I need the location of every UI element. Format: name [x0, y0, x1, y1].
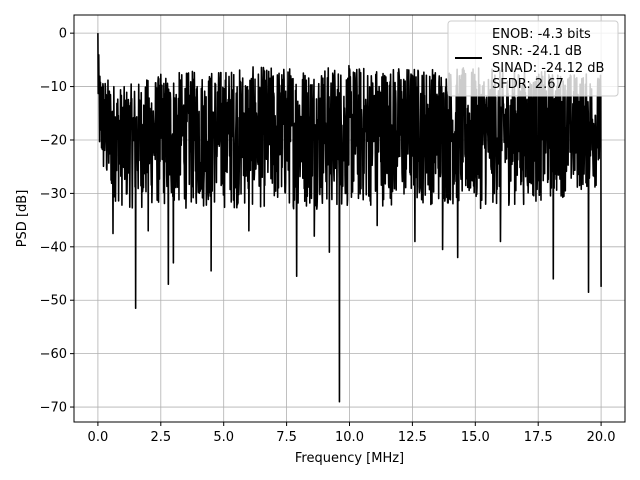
y-axis-title: PSD [dB] — [15, 190, 30, 248]
x-tick-label: 17.5 — [524, 430, 553, 445]
y-tick-label: −60 — [40, 347, 67, 362]
y-tick-label: 0 — [59, 27, 67, 42]
legend-sfdr: SFDR: 2.67 — [492, 77, 564, 92]
x-tick-label: 12.5 — [398, 430, 427, 445]
psd-trace — [97, 33, 602, 403]
y-axis: 0 −10 −20 −30 −40 −50 −60 −70 — [40, 27, 74, 416]
legend-box — [447, 20, 619, 97]
x-axis: 0.0 2.5 5.0 7.5 10.0 12.5 15.0 17.5 20.0 — [88, 422, 616, 445]
y-tick-label: −10 — [40, 80, 67, 95]
x-tick-label: 15.0 — [461, 430, 490, 445]
x-tick-label: 7.5 — [276, 430, 297, 445]
legend-sinad: SINAD: -24.12 dB — [492, 61, 604, 76]
legend-enob: ENOB: -4.3 bits — [492, 27, 591, 42]
x-tick-label: 10.0 — [335, 430, 364, 445]
x-tick-label: 2.5 — [150, 430, 171, 445]
x-axis-title: Frequency [MHz] — [295, 451, 404, 466]
legend: ENOB: -4.3 bits SNR: -24.1 dB SINAD: -24… — [447, 20, 619, 97]
x-tick-label: 5.0 — [213, 430, 234, 445]
y-tick-label: −20 — [40, 133, 67, 148]
y-tick-label: −70 — [40, 401, 67, 416]
x-tick-label: 20.0 — [587, 430, 616, 445]
x-tick-label: 0.0 — [88, 430, 109, 445]
y-tick-label: −30 — [40, 187, 67, 202]
psd-series-line — [97, 33, 602, 403]
y-tick-label: −40 — [40, 240, 67, 255]
y-tick-label: −50 — [40, 294, 67, 309]
legend-snr: SNR: -24.1 dB — [492, 44, 582, 59]
